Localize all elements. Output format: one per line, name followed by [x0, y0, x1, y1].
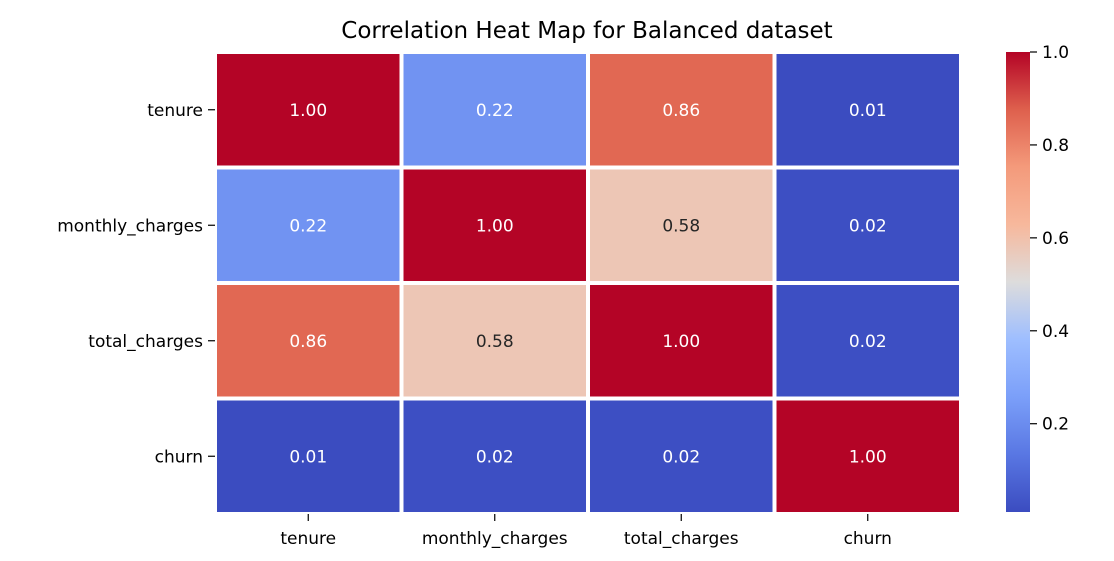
- heatmap-cell: [776, 54, 959, 166]
- x-tick-label: churn: [844, 529, 892, 549]
- colorbar: 0.2 0.4 0.6 0.8 1.0: [1006, 43, 1069, 512]
- y-tick-label: total_charges: [88, 332, 203, 352]
- colorbar-gradient: [1006, 52, 1030, 512]
- heatmap-cell: [590, 54, 773, 166]
- cell-value-label: 0.22: [476, 101, 514, 121]
- heatmap-cell: [217, 285, 400, 397]
- cell-value-label: 0.86: [289, 332, 327, 352]
- cell-value-label: 0.58: [662, 216, 700, 236]
- x-axis: tenure monthly_charges total_charges churn: [280, 514, 892, 549]
- x-tick-label: total_charges: [624, 529, 739, 549]
- y-tick-label: churn: [155, 447, 203, 467]
- heatmap-cell: [776, 285, 959, 397]
- x-tick-label: monthly_charges: [422, 529, 568, 549]
- cell-value-label: 0.01: [289, 447, 327, 467]
- heatmap-cell: [217, 400, 400, 512]
- cell-value-label: 0.02: [662, 447, 700, 467]
- heatmap-cell: [590, 285, 773, 397]
- colorbar-tick-label: 0.8: [1042, 136, 1069, 156]
- heatmap-cell: [217, 54, 400, 166]
- heatmap-cell: [217, 169, 400, 281]
- colorbar-tick-label: 0.2: [1042, 415, 1069, 435]
- chart-title: Correlation Heat Map for Balanced datase…: [341, 18, 832, 44]
- heatmap-cell: [776, 169, 959, 281]
- x-tick-label: tenure: [280, 529, 336, 549]
- cell-value-label: 1.00: [289, 101, 327, 121]
- heatmap-cell: [403, 169, 586, 281]
- cell-value-label: 0.02: [476, 447, 514, 467]
- cell-value-label: 1.00: [476, 216, 514, 236]
- cell-value-label: 1.00: [662, 332, 700, 352]
- cell-value-label: 0.02: [849, 332, 887, 352]
- heatmap-cells: 1.00 0.22 0.86 0.01 0.22 1.00 0.58 0.02 0.86 0.58…: [217, 54, 959, 512]
- cell-value-label: 0.58: [476, 332, 514, 352]
- heatmap-cell: [590, 400, 773, 512]
- cell-value-label: 0.22: [289, 216, 327, 236]
- heatmap-cell: [776, 400, 959, 512]
- colorbar-tick-label: 0.4: [1042, 322, 1069, 342]
- heatmap-cell: [403, 54, 586, 166]
- colorbar-tick-label: 1.0: [1042, 43, 1069, 63]
- heatmap-cell: [590, 169, 773, 281]
- y-tick-label: tenure: [147, 101, 203, 121]
- colorbar-tick-label: 0.6: [1042, 229, 1069, 249]
- cell-value-label: 0.02: [849, 216, 887, 236]
- cell-value-label: 0.86: [662, 101, 700, 121]
- heatmap-cell: [403, 285, 586, 397]
- cell-value-label: 1.00: [849, 447, 887, 467]
- y-tick-label: monthly_charges: [57, 216, 203, 236]
- heatmap-cell: [403, 400, 586, 512]
- cell-value-label: 0.01: [849, 101, 887, 121]
